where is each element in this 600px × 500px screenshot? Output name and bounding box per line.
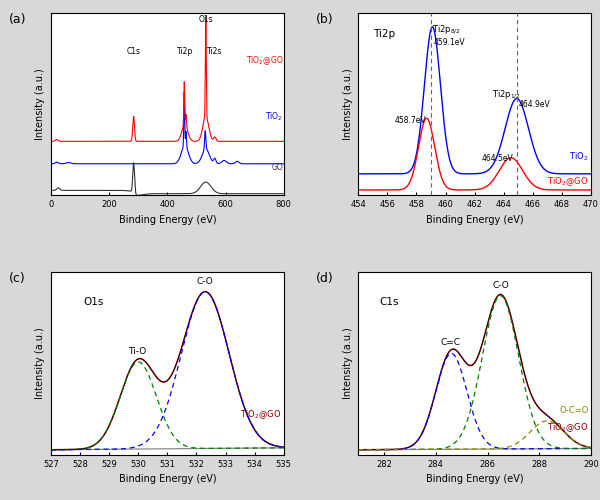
Line: TiO2: TiO2 [51,92,284,164]
Text: Ti2p$_{1/2}$: Ti2p$_{1/2}$ [492,88,521,101]
Text: (a): (a) [9,12,26,26]
TiO2 [232,159,239,165]
Text: TiO$_2$@GO: TiO$_2$@GO [547,422,589,434]
GO [232,190,239,196]
Text: TiO$_2$: TiO$_2$ [569,150,588,163]
TiO2 [47,161,55,167]
Text: TiO$_2$@GO: TiO$_2$@GO [245,54,283,67]
TiO2@GO [185,132,193,138]
Text: (d): (d) [316,272,334,285]
TiO2@GO [232,138,239,144]
TiO2 [185,151,193,157]
Text: 458.7eV: 458.7eV [395,116,426,126]
TiO2@GO [47,138,55,144]
Text: O1s: O1s [83,296,103,306]
Text: (c): (c) [9,272,26,285]
GO [196,186,203,192]
Text: TiO$_2$@GO: TiO$_2$@GO [240,408,281,420]
X-axis label: Binding Energy (eV): Binding Energy (eV) [426,215,523,225]
Text: 464.5eV: 464.5eV [482,154,514,163]
GO [134,192,141,198]
Text: C1s: C1s [379,296,398,306]
Line: GO: GO [51,162,284,196]
Text: C=C: C=C [440,338,460,347]
Text: O1s: O1s [199,15,213,24]
Text: TiO$_2$: TiO$_2$ [265,110,283,122]
GO [59,188,66,194]
Text: Ti2p: Ti2p [373,28,395,38]
Text: C1s: C1s [127,46,140,56]
GO [131,186,139,192]
Text: O-C=O: O-C=O [559,406,589,415]
GO [220,190,227,196]
X-axis label: Binding Energy (eV): Binding Energy (eV) [426,474,523,484]
TiO2@GO [280,138,287,144]
Y-axis label: Intensity (a.u.): Intensity (a.u.) [343,68,353,140]
GO [280,190,287,196]
TiO2@GO [65,138,73,144]
X-axis label: Binding Energy (eV): Binding Energy (eV) [119,215,216,225]
Line: TiO2@GO: TiO2@GO [51,16,284,142]
TiO2@GO [131,134,139,140]
TiO2@GO [196,137,203,143]
Y-axis label: Intensity (a.u.): Intensity (a.u.) [343,328,353,400]
GO [47,188,55,194]
GO [130,160,137,166]
TiO2 [59,160,66,166]
X-axis label: Binding Energy (eV): Binding Energy (eV) [119,474,216,484]
TiO2 [84,161,91,167]
TiO2 [131,161,139,167]
Text: Ti2p: Ti2p [177,46,193,56]
TiO2@GO [202,14,209,20]
Text: (b): (b) [316,12,334,26]
Text: C-O: C-O [492,280,509,289]
Text: TiO$_2$@GO: TiO$_2$@GO [547,176,588,188]
Text: Ti-O: Ti-O [128,346,146,356]
Text: C-O: C-O [197,277,214,286]
TiO2 [196,158,203,164]
Text: Ti2p$_{8/2}$: Ti2p$_{8/2}$ [432,24,461,36]
TiO2@GO [59,138,66,144]
Text: Ti2s: Ti2s [207,46,223,56]
Y-axis label: Intensity (a.u.): Intensity (a.u.) [35,328,46,400]
Text: GO: GO [271,162,283,172]
TiO2@GO [220,138,227,144]
Text: 464.9eV: 464.9eV [518,100,550,110]
TiO2 [280,161,287,167]
GO [185,190,193,196]
Text: 459.1eV: 459.1eV [433,38,465,46]
TiO2 [181,88,188,94]
TiO2 [220,158,227,164]
Y-axis label: Intensity (a.u.): Intensity (a.u.) [35,68,46,140]
